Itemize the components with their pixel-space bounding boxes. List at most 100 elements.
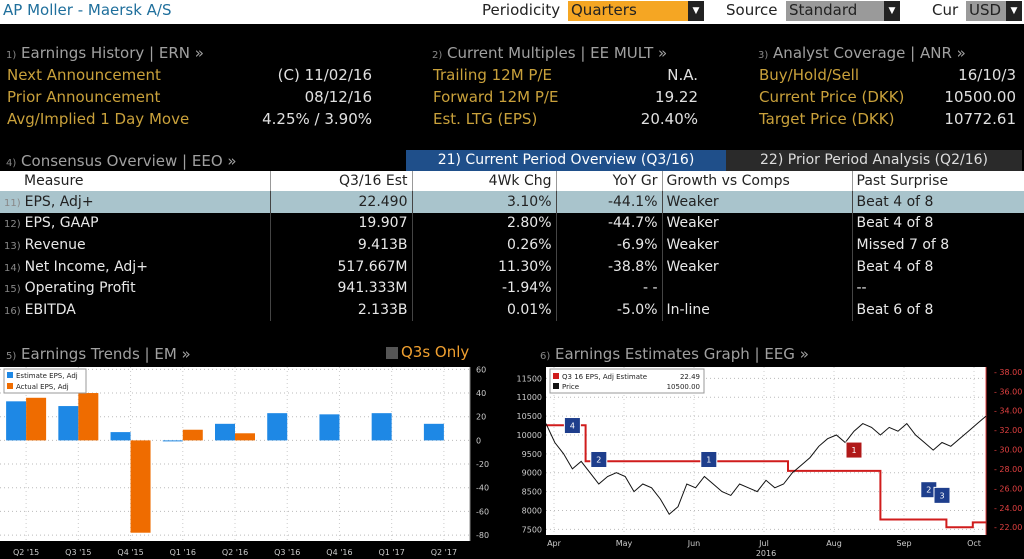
q3s-only-checkbox[interactable] — [386, 347, 398, 359]
current-price-value: 10500.00 — [944, 88, 1016, 106]
buy-hold-sell-label: Buy/Hold/Sell — [759, 66, 860, 84]
table-row[interactable]: 15) Operating Profit 941.333M -1.94% - - -- — [0, 277, 1024, 299]
forward-pe-label: Forward 12M P/E — [433, 88, 559, 106]
legend-box — [3, 368, 87, 394]
current-multiples-link[interactable]: 2) Current Multiples | EE MULT » — [432, 44, 667, 62]
measure-cell[interactable]: 16) EBITDA — [0, 298, 271, 321]
x-tick-label: Q4 '16 — [326, 548, 352, 557]
tab-prior-period[interactable]: 22) Prior Period Analysis (Q2/16) — [726, 150, 1022, 171]
tab-current-period[interactable]: 21) Current Period Overview (Q3/16) — [406, 150, 726, 171]
col-measure[interactable]: Measure — [0, 171, 271, 191]
chevron-down-icon: ▼ — [688, 1, 704, 21]
yoy-cell: -44.7% — [556, 212, 663, 235]
x-tick-label: Sep — [896, 539, 911, 548]
event-marker — [700, 450, 718, 468]
day-move-value: 4.25% / 3.90% — [262, 110, 372, 128]
measure-cell[interactable]: 11) EPS, Adj+ — [0, 191, 271, 213]
y-tick-label: -40 — [476, 484, 489, 493]
measure-name: Revenue — [24, 236, 86, 253]
y-tick-label: 60 — [476, 365, 486, 374]
source-value: Standard — [789, 1, 858, 19]
col-chg[interactable]: 4Wk Chg — [412, 171, 557, 191]
yoy-cell: -6.9% — [556, 234, 663, 256]
next-announcement-value: (C) 11/02/16 — [277, 66, 372, 84]
day-move-label: Avg/Implied 1 Day Move — [7, 110, 190, 128]
left-y-tick-label: 8000 — [522, 506, 542, 515]
col-yoy[interactable]: YoY Gr — [556, 171, 663, 191]
section-title: Analyst Coverage | ANR » — [773, 44, 966, 62]
right-y-tick-label: - 26.00 — [994, 484, 1022, 493]
price-line — [545, 415, 987, 515]
section-title: Earnings History | ERN » — [21, 44, 204, 62]
table-row[interactable]: 11) EPS, Adj+ 22.490 3.10% -44.1% Weaker Beat … — [0, 191, 1024, 213]
table-row[interactable]: 13) Revenue 9.413B 0.26% -6.9% Weaker Missed 7… — [0, 234, 1024, 256]
measure-cell[interactable]: 15) Operating Profit — [0, 277, 271, 299]
surprise-cell: Beat 4 of 8 — [852, 191, 1024, 213]
earnings-trends-link[interactable]: 5) Earnings Trends | EM » — [6, 345, 191, 363]
section-number: 6) — [540, 351, 551, 362]
measure-name: Net Income, Adj+ — [24, 258, 148, 275]
col-surprise[interactable]: Past Surprise — [852, 171, 1024, 191]
consensus-overview-link[interactable]: 4) Consensus Overview | EEO » — [6, 152, 237, 170]
analyst-coverage-link[interactable]: 3) Analyst Coverage | ANR » — [758, 44, 966, 62]
col-comps[interactable]: Growth vs Comps — [662, 171, 853, 191]
actual-bar — [235, 433, 255, 441]
section-title: Earnings Estimates Graph | EEG » — [555, 345, 809, 363]
estimate-bar — [371, 413, 392, 441]
x-tick-label: Q1 '16 — [170, 548, 196, 557]
right-y-tick-label: - 36.00 — [994, 387, 1022, 396]
section-number: 3) — [758, 50, 769, 61]
measure-cell[interactable]: 14) Net Income, Adj+ — [0, 255, 271, 278]
table-header-row: Measure Q3/16 Est 4Wk Chg YoY Gr Growth … — [0, 171, 1024, 191]
table-row[interactable]: 14) Net Income, Adj+ 517.667M 11.30% -38.8% W… — [0, 255, 1024, 278]
table-row[interactable]: 12) EPS, GAAP 19.907 2.80% -44.7% Weaker Beat … — [0, 212, 1024, 235]
chg-cell: -1.94% — [412, 277, 557, 299]
currency-select[interactable]: USD ▼ — [966, 1, 1022, 21]
estimate-bar — [162, 440, 183, 442]
earnings-history-link[interactable]: 1) Earnings History | ERN » — [6, 44, 204, 62]
event-marker-label: 3 — [939, 491, 944, 500]
chg-cell: 11.30% — [412, 255, 557, 278]
currency-label: Cur — [932, 1, 959, 19]
estimate-bar — [58, 406, 79, 441]
measure-cell[interactable]: 12) EPS, GAAP — [0, 212, 271, 235]
x-tick-label: May — [616, 539, 633, 548]
surprise-cell: Missed 7 of 8 — [856, 236, 950, 253]
security-title[interactable]: AP Moller - Maersk A/S — [3, 1, 172, 19]
target-price-value: 10772.61 — [944, 110, 1016, 128]
legend-swatch — [553, 373, 559, 379]
source-select[interactable]: Standard ▼ — [786, 1, 900, 21]
legend-value: 22.49 — [680, 373, 700, 381]
col-est[interactable]: Q3/16 Est — [270, 171, 413, 191]
legend-label: Q3 16 EPS, Adj Estimate — [562, 373, 647, 381]
row-number: 12) — [4, 219, 21, 231]
y-tick-label: -60 — [476, 507, 489, 516]
x-tick-label: Q2 '16 — [222, 548, 248, 557]
event-marker — [845, 441, 863, 459]
comps-cell — [662, 277, 853, 299]
yoy-cell: -38.8% — [556, 255, 663, 278]
x-tick-label: Aug — [826, 539, 842, 548]
y-tick-label: -20 — [476, 460, 489, 469]
comps-cell: In-line — [662, 298, 853, 321]
table-row[interactable]: 16) EBITDA 2.133B 0.01% -5.0% In-line Beat 6 o… — [0, 298, 1024, 321]
measure-name: EBITDA — [24, 301, 76, 318]
measure-cell[interactable]: 13) Revenue — [0, 234, 271, 256]
section-number: 1) — [6, 50, 17, 61]
measure-name: Operating Profit — [24, 280, 136, 297]
row-number: 15) — [4, 284, 21, 296]
measure-name: EPS, Adj+ — [24, 193, 94, 210]
section-title: Current Multiples | EE MULT » — [447, 44, 668, 62]
legend-box — [549, 368, 705, 394]
x-tick-label: Q3 '16 — [274, 548, 300, 557]
right-y-tick-label: - 24.00 — [994, 504, 1022, 513]
estimates-graph-link[interactable]: 6) Earnings Estimates Graph | EEG » — [540, 345, 809, 363]
legend-label: Actual EPS, Adj — [16, 383, 69, 391]
forward-pe-value: 19.22 — [655, 88, 698, 106]
est-cell: 2.133B — [270, 298, 413, 321]
right-y-tick-label: - 30.00 — [994, 446, 1022, 455]
periodicity-select[interactable]: Quarters ▼ — [568, 1, 704, 21]
left-y-tick-label: 8500 — [522, 488, 542, 497]
target-price-label: Target Price (DKK) — [759, 110, 895, 128]
section-title: Consensus Overview | EEO » — [21, 152, 237, 170]
